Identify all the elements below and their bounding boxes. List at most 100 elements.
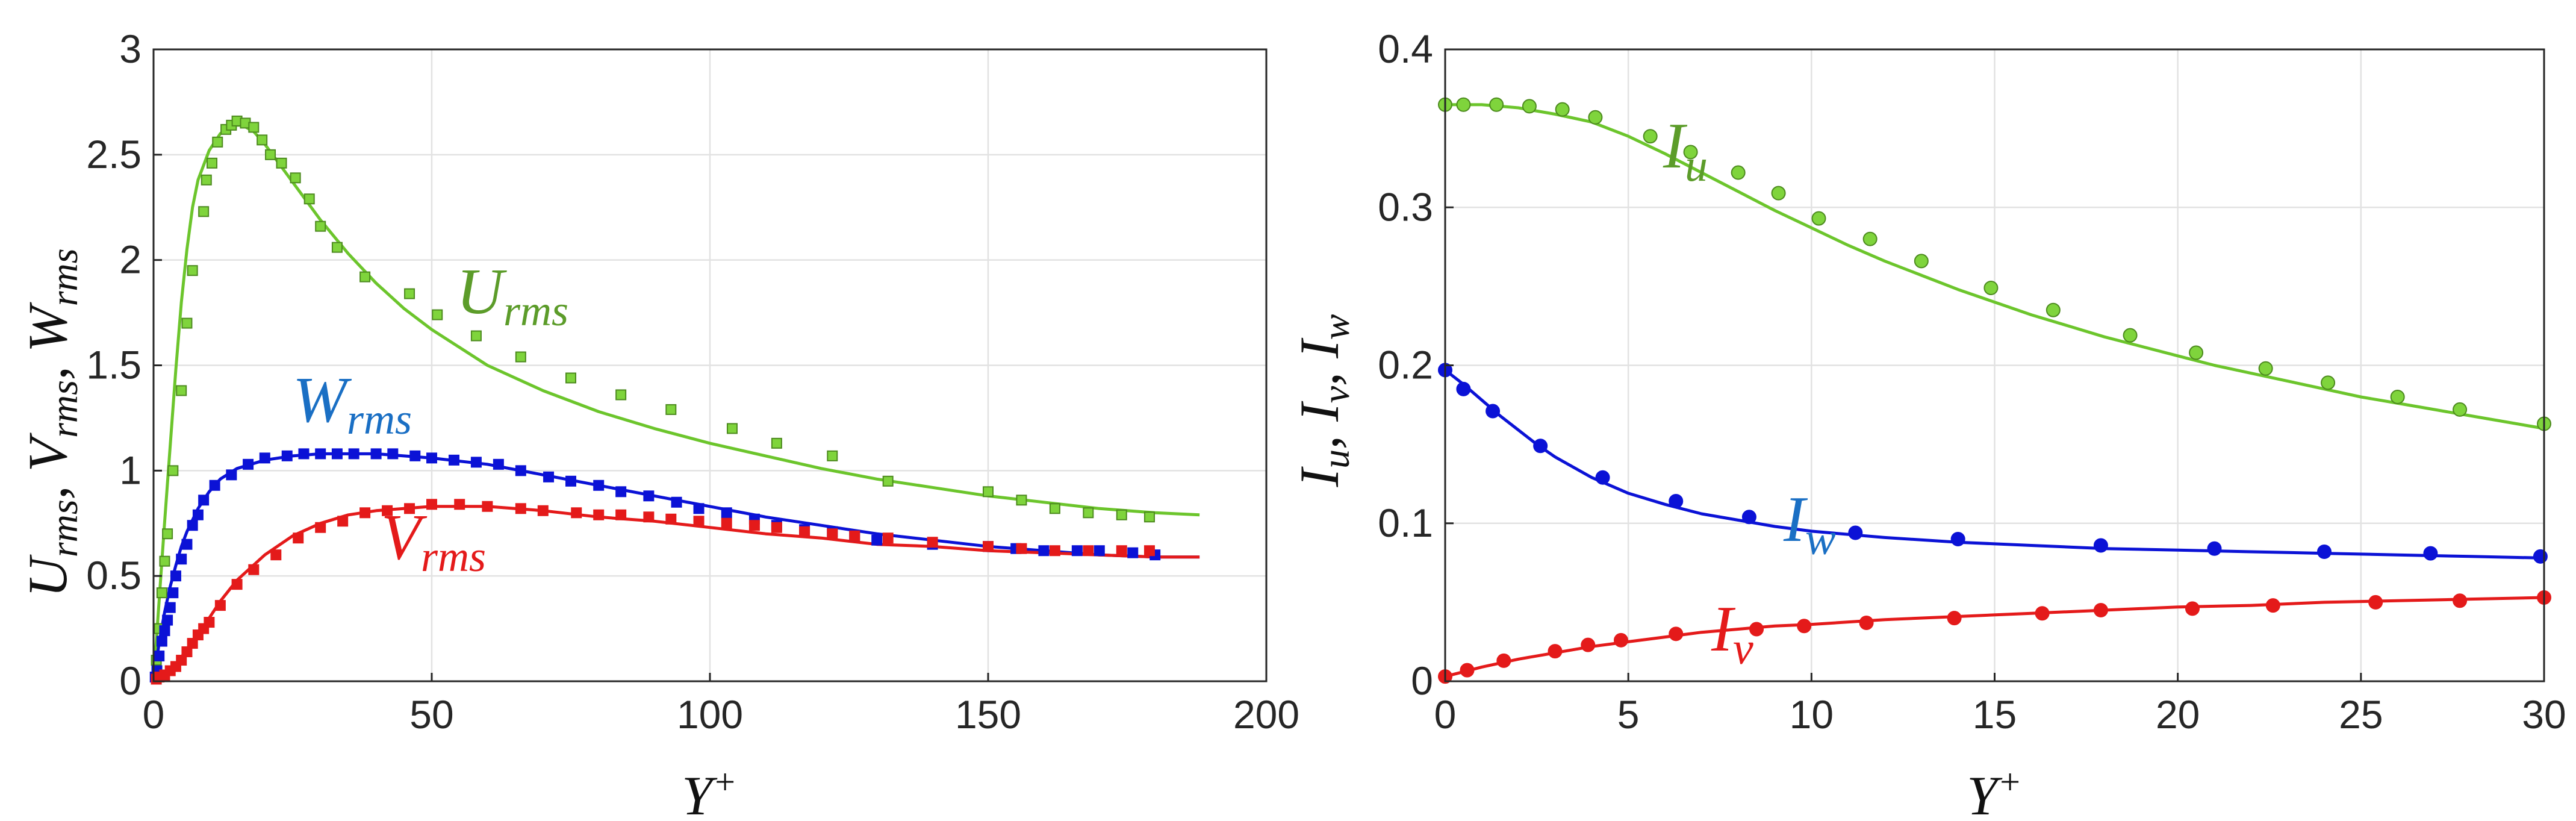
wrms-marker	[348, 448, 359, 460]
iw-marker	[1456, 381, 1471, 396]
vrms-marker	[214, 600, 226, 611]
urms-marker	[432, 309, 443, 320]
iv-marker	[1749, 622, 1764, 637]
wrms-marker	[162, 614, 173, 626]
iw-marker	[1741, 510, 1756, 525]
iu-marker	[1683, 145, 1698, 160]
iu-marker	[2258, 361, 2273, 376]
urms-marker	[404, 288, 415, 299]
wrms-marker	[693, 503, 705, 514]
wrms-marker	[470, 457, 482, 468]
iv-marker	[1581, 637, 1596, 652]
urms-label: Urms	[456, 256, 568, 335]
x-tick-label: 50	[409, 692, 453, 737]
wrms-marker	[167, 587, 179, 599]
right-series-lines	[1444, 103, 2545, 678]
iv-marker	[1669, 626, 1684, 642]
vrms-marker	[359, 507, 371, 519]
iv-marker	[1548, 644, 1563, 659]
urms-marker	[331, 242, 343, 253]
wrms-marker	[871, 534, 883, 546]
urms-marker	[515, 351, 526, 363]
iw-marker	[2207, 541, 2222, 556]
vrms-label: Vrms	[381, 502, 486, 581]
urms-marker	[827, 450, 838, 461]
iu-marker	[1643, 129, 1658, 144]
iv-marker	[1496, 653, 1511, 668]
y-tick-label: 0.5	[86, 553, 142, 598]
right-series-markers	[1438, 97, 2551, 684]
y-tick-label: 2	[119, 237, 142, 282]
vrms-marker	[771, 522, 782, 533]
vrms-marker	[983, 541, 994, 552]
iv-marker	[1797, 619, 1812, 634]
urms-marker	[290, 172, 301, 184]
vrms-marker	[665, 513, 677, 525]
iw-marker	[2423, 546, 2438, 561]
urms-marker	[1116, 509, 1127, 520]
wrms-marker	[209, 479, 220, 491]
iu-marker	[1489, 97, 1504, 112]
x-tick-label: 15	[1973, 692, 2017, 737]
wrms-marker	[154, 651, 165, 662]
iw-marker	[1669, 494, 1684, 509]
x-tick-label: 10	[1790, 692, 1834, 737]
vrms-marker	[426, 499, 437, 510]
wrms-marker	[298, 448, 310, 460]
urms-marker	[162, 528, 173, 540]
urms-marker	[265, 149, 276, 160]
vrms-marker	[721, 517, 732, 529]
left-series-markers	[149, 115, 1161, 685]
vrms-marker	[404, 503, 415, 514]
urms-marker	[276, 157, 287, 169]
wrms-marker	[281, 450, 293, 461]
wrms-label: Wrms	[293, 364, 412, 443]
vrms-line	[152, 505, 1200, 683]
iw-marker	[2317, 544, 2332, 559]
wrms-marker	[426, 452, 437, 464]
iw-marker	[1486, 404, 1501, 419]
wrms-marker	[1094, 545, 1105, 557]
iu-line	[1445, 103, 2545, 430]
urms-marker	[359, 271, 371, 283]
y-tick-label: 3	[119, 27, 142, 71]
vrms-marker	[293, 532, 304, 544]
iu-marker	[1522, 99, 1537, 114]
urms-marker	[1049, 503, 1060, 514]
iw-marker	[1950, 531, 1965, 546]
urms-marker	[207, 157, 218, 169]
y-tick-label: 2.5	[86, 132, 142, 176]
urms-marker	[181, 317, 193, 329]
wrms-marker	[565, 475, 576, 487]
wrms-marker	[164, 602, 176, 613]
vrms-marker	[315, 522, 326, 533]
iu-marker	[1731, 165, 1746, 180]
urms-marker	[257, 134, 268, 146]
urms-marker	[1083, 507, 1094, 519]
urms-marker	[159, 555, 170, 567]
vrms-marker	[515, 503, 526, 514]
iu-marker	[2321, 375, 2336, 390]
iu-label: Iu	[1663, 110, 1708, 191]
iu-marker	[2453, 402, 2468, 417]
wrms-marker	[543, 471, 555, 482]
iv-marker	[2185, 601, 2200, 616]
urms-marker	[565, 372, 576, 384]
left-x-axis-label: Y+	[682, 762, 737, 821]
urms-marker	[212, 136, 223, 148]
vrms-marker	[748, 520, 760, 531]
iw-marker	[1848, 525, 1863, 540]
vrms-marker	[643, 511, 655, 523]
wrms-marker	[315, 448, 326, 460]
x-tick-label: 20	[2156, 692, 2200, 737]
wrms-marker	[226, 469, 237, 481]
vrms-marker	[571, 507, 582, 519]
y-tick-label: 0	[1411, 658, 1433, 703]
wrms-marker	[170, 570, 181, 582]
iv-marker	[2265, 598, 2280, 613]
wrms-marker	[493, 458, 504, 470]
vrms-marker	[615, 509, 627, 520]
wrms-line	[152, 452, 1200, 682]
urms-marker	[167, 465, 179, 476]
